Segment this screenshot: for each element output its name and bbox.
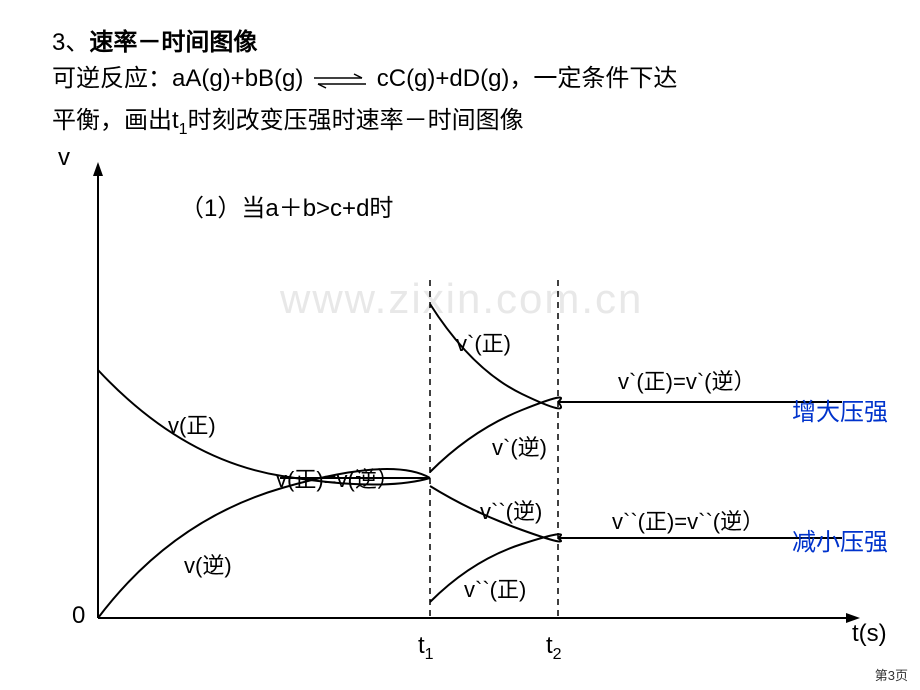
origin-label: 0	[72, 602, 85, 630]
label-v-forward: v(正)	[168, 408, 216, 440]
label-vpp-forward: v``(正)	[464, 572, 526, 604]
y-axis-label: v	[58, 144, 70, 172]
label-vpp-eq: v``(正)=v``(逆）	[612, 504, 764, 536]
eq-right: cC(g)+dD(g)，一定条件下达	[377, 65, 678, 92]
title-number: 3、	[52, 29, 89, 56]
label-vprime-eq: v`(正)=v`(逆）	[618, 364, 755, 396]
equilibrium-arrows-icon	[310, 70, 370, 90]
section-title: 3、速率－时间图像	[52, 22, 257, 57]
label-v-reverse: v(逆)	[184, 548, 232, 580]
t1-label: t1	[418, 632, 434, 664]
description-line-2: 平衡，画出t1时刻改变压强时速率－时间图像	[52, 100, 524, 139]
label-vprime-forward: v`(正)	[456, 326, 511, 358]
label-vpp-reverse: v``(逆)	[480, 494, 542, 526]
label-decrease-pressure: 减小压强	[792, 522, 888, 557]
title-text: 速率－时间图像	[89, 29, 257, 56]
t2-label: t2	[546, 632, 562, 664]
label-increase-pressure: 增大压强	[792, 392, 888, 427]
x-axis-label: t(s)	[852, 620, 887, 648]
eq-left: 可逆反应：aA(g)+bB(g)	[52, 65, 303, 92]
description-line-1: 可逆反应：aA(g)+bB(g) cC(g)+dD(g)，一定条件下达	[52, 58, 677, 93]
page-number: 第3页	[875, 665, 908, 684]
label-vprime-reverse: v`(逆)	[492, 430, 547, 462]
label-v-eq: v(正)=v(逆）	[276, 462, 399, 494]
